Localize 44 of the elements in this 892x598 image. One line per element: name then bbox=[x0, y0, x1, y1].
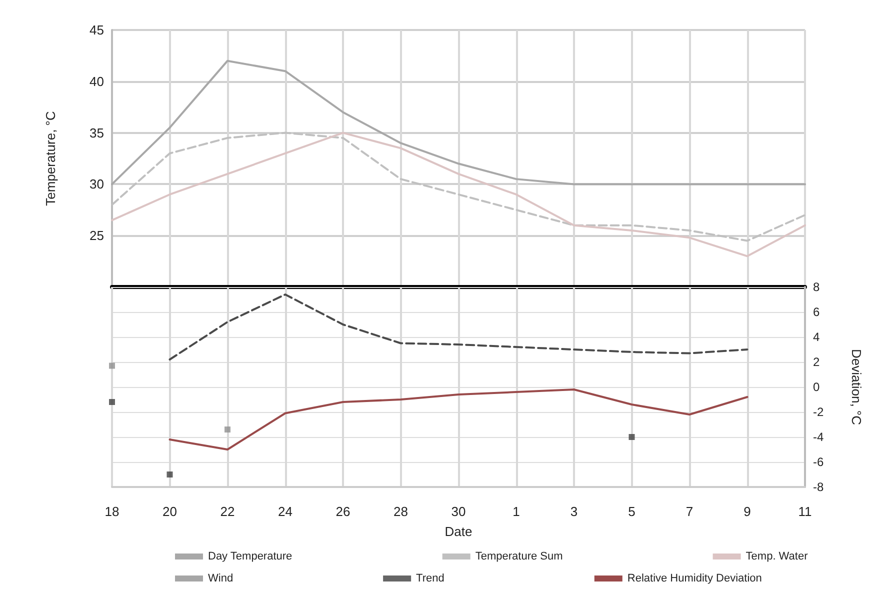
y2-tick-label: 8 bbox=[813, 280, 820, 294]
y2-tick-label: -8 bbox=[813, 480, 824, 494]
x-tick-label: 18 bbox=[104, 504, 120, 519]
x-axis-title: Date bbox=[444, 524, 472, 539]
legend-label: Wind bbox=[208, 572, 234, 584]
y-tick-label: 35 bbox=[90, 125, 104, 140]
legend-label: Temp. Water bbox=[746, 550, 808, 562]
legend-label: Trend bbox=[416, 572, 444, 584]
y2-tick-label: 4 bbox=[813, 330, 820, 344]
x-tick-label: 11 bbox=[798, 504, 812, 519]
point bbox=[628, 434, 635, 440]
y2-tick-label: -2 bbox=[813, 405, 824, 419]
point bbox=[109, 399, 115, 405]
x-tick-label: 3 bbox=[570, 504, 578, 519]
x-tick-label: 7 bbox=[686, 504, 694, 519]
y2-tick-label: 6 bbox=[813, 305, 820, 319]
y2-tick-label: -4 bbox=[813, 430, 824, 444]
y-tick-label: 30 bbox=[90, 176, 104, 192]
point bbox=[166, 472, 173, 478]
legend-label: Day Temperature bbox=[208, 550, 292, 562]
x-tick-label: 24 bbox=[278, 504, 292, 519]
legend-label: Relative Humidity Deviation bbox=[627, 572, 762, 584]
y2-tick-label: 2 bbox=[813, 355, 820, 369]
y-tick-label: 45 bbox=[90, 22, 104, 38]
y-tick-label: 40 bbox=[90, 74, 104, 89]
point bbox=[224, 426, 230, 432]
x-tick-label: 5 bbox=[628, 504, 636, 519]
x-tick-label: 30 bbox=[451, 504, 466, 519]
x-tick-label: 26 bbox=[336, 504, 350, 519]
point bbox=[109, 362, 115, 369]
y-tick-label: 25 bbox=[90, 228, 104, 244]
x-tick-label: 9 bbox=[744, 504, 751, 519]
legend-label: Temperature Sum bbox=[475, 550, 563, 562]
line-series bbox=[168, 294, 748, 360]
line-series bbox=[111, 60, 806, 186]
y2-tick-label: -6 bbox=[813, 455, 824, 469]
x-tick-label: 20 bbox=[162, 504, 177, 519]
x-tick-label: 28 bbox=[394, 504, 408, 519]
y-axis-title: Temperature, °C bbox=[43, 111, 58, 206]
x-tick-label: 1 bbox=[512, 504, 520, 519]
line-series bbox=[168, 388, 748, 450]
y2-axis-title: Deviation, °C bbox=[849, 348, 864, 426]
x-tick-label: 22 bbox=[220, 504, 235, 519]
y2-tick-label: 0 bbox=[813, 380, 820, 394]
